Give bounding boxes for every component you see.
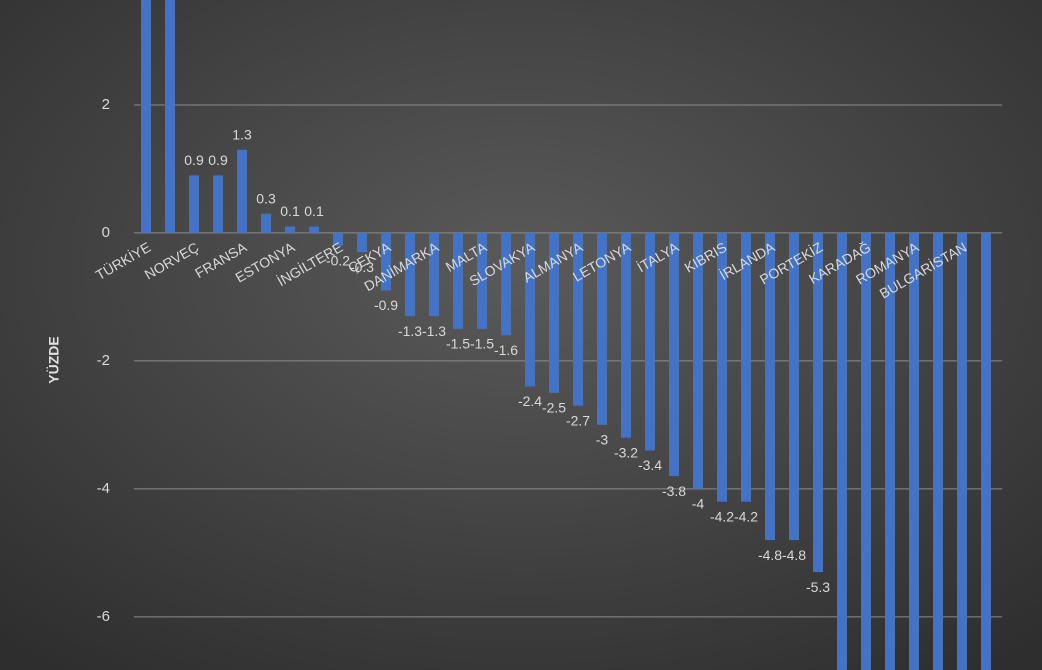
bar	[597, 232, 607, 425]
bar	[453, 232, 463, 329]
y-tick-label: 0	[102, 224, 110, 241]
bar	[981, 232, 991, 670]
data-label: 0.1	[280, 203, 300, 219]
data-label: -3.4	[638, 457, 662, 473]
bar	[621, 232, 631, 438]
bar	[573, 232, 583, 406]
data-label: -1.5	[470, 336, 494, 352]
bar	[213, 175, 223, 233]
bar	[477, 232, 487, 329]
bar	[549, 232, 559, 393]
bar	[237, 149, 247, 233]
data-label: -0.9	[374, 297, 398, 313]
data-label: -4.8	[758, 547, 782, 563]
data-label: 1.3	[232, 126, 252, 142]
bar	[909, 232, 919, 670]
bar	[933, 232, 943, 670]
bar	[525, 232, 535, 387]
bar	[957, 232, 967, 670]
bar	[309, 226, 319, 233]
data-label: -3	[596, 432, 609, 448]
bar	[669, 232, 679, 477]
y-tick-label: -6	[97, 608, 110, 625]
bar	[717, 232, 727, 502]
data-label: -1.3	[422, 323, 446, 339]
bar	[501, 232, 511, 336]
data-label: 0.9	[208, 152, 228, 168]
bar	[357, 232, 367, 253]
bar	[813, 232, 823, 573]
bar	[765, 232, 775, 541]
data-label: -5.3	[806, 579, 830, 595]
data-label: -4	[692, 496, 705, 512]
bar	[141, 0, 151, 233]
bar	[381, 232, 391, 291]
data-label: -2.5	[542, 400, 566, 416]
data-label: -0.3	[350, 259, 374, 275]
y-tick-label: -4	[97, 480, 110, 497]
bar	[405, 232, 415, 317]
y-tick-label: -2	[97, 352, 110, 369]
bar	[861, 232, 871, 670]
data-label: 0.3	[256, 190, 276, 206]
data-label: -3.8	[662, 483, 686, 499]
bar	[789, 232, 799, 541]
bar	[645, 232, 655, 451]
y-axis-label: YÜZDE	[46, 336, 62, 383]
data-label: 0.9	[184, 152, 204, 168]
bar	[165, 0, 175, 233]
data-label: -0.2	[326, 252, 350, 268]
bar	[285, 226, 295, 233]
bar	[693, 232, 703, 489]
bar	[837, 232, 847, 670]
data-label: -4.2	[710, 508, 734, 524]
bar	[333, 232, 343, 246]
data-label: -1.3	[398, 323, 422, 339]
bar	[741, 232, 751, 502]
data-label: -3.2	[614, 444, 638, 460]
data-label: -2.7	[566, 412, 590, 428]
data-label: -1.5	[446, 336, 470, 352]
bar	[429, 232, 439, 317]
data-label: -2.4	[518, 393, 542, 409]
bar	[261, 213, 271, 233]
grid	[134, 104, 1002, 618]
data-label: -4.2	[734, 508, 758, 524]
bars	[141, 0, 991, 670]
bar	[885, 232, 895, 670]
y-tick-label: 2	[102, 96, 110, 113]
data-label: -1.6	[494, 342, 518, 358]
data-label: -4.8	[782, 547, 806, 563]
bar	[189, 175, 199, 233]
data-label: 0.1	[304, 203, 324, 219]
